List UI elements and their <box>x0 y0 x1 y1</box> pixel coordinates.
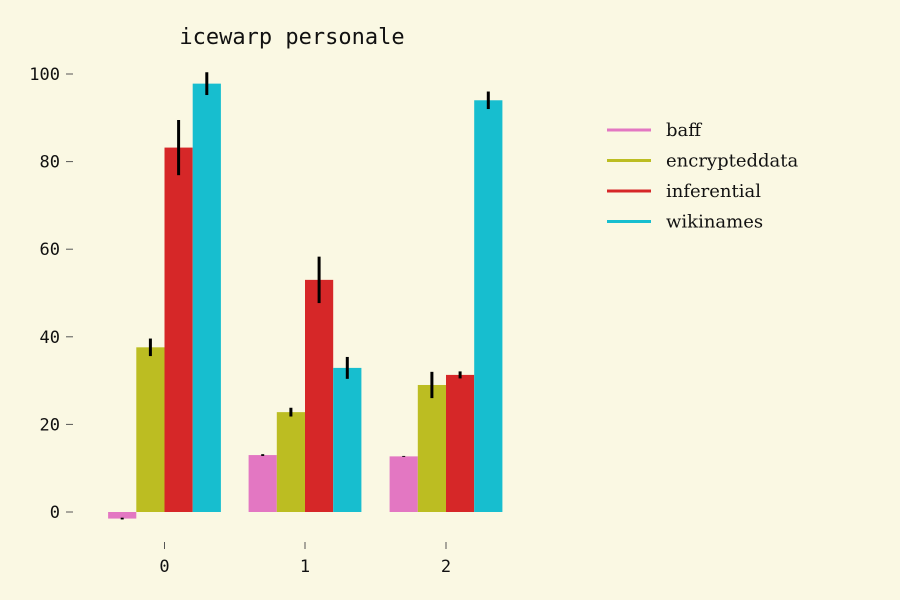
bar-baff-1 <box>248 455 277 512</box>
bar-inferential-1 <box>305 279 334 512</box>
legend: baff encrypteddata inferential wikinames <box>607 120 799 233</box>
x-tick-label: 1 <box>300 557 310 577</box>
legend-label-encrypteddata: encrypteddata <box>666 151 799 172</box>
bar-baff-0 <box>108 512 137 519</box>
bar-encrypteddata-1 <box>276 412 305 512</box>
legend-label-wikinames: wikinames <box>666 212 763 233</box>
bar-baff-2 <box>389 456 418 512</box>
y-tick-label: 60 <box>40 240 60 260</box>
legend-label-inferential: inferential <box>666 181 761 202</box>
bar-wikinames-0 <box>192 83 221 513</box>
x-tick-label: 2 <box>441 557 451 577</box>
bars <box>108 83 503 519</box>
chart-title: icewarp personale <box>179 25 404 50</box>
y-tick-label: 80 <box>40 153 60 173</box>
bar-wikinames-1 <box>333 367 362 512</box>
x-axis: 0 1 2 <box>159 542 451 577</box>
bar-wikinames-2 <box>474 100 503 512</box>
y-axis: 0 20 40 60 80 100 <box>29 65 73 523</box>
bar-encrypteddata-0 <box>136 347 165 512</box>
legend-label-baff: baff <box>666 120 702 141</box>
y-tick-label: 20 <box>40 415 60 435</box>
bar-inferential-2 <box>446 374 475 512</box>
y-tick-label: 0 <box>50 503 60 523</box>
y-tick-label: 100 <box>29 65 60 85</box>
bar-inferential-0 <box>164 147 193 513</box>
x-tick-label: 0 <box>159 557 169 577</box>
y-tick-label: 40 <box>40 328 60 348</box>
error-bars <box>120 72 490 520</box>
bar-encrypteddata-2 <box>417 384 446 512</box>
